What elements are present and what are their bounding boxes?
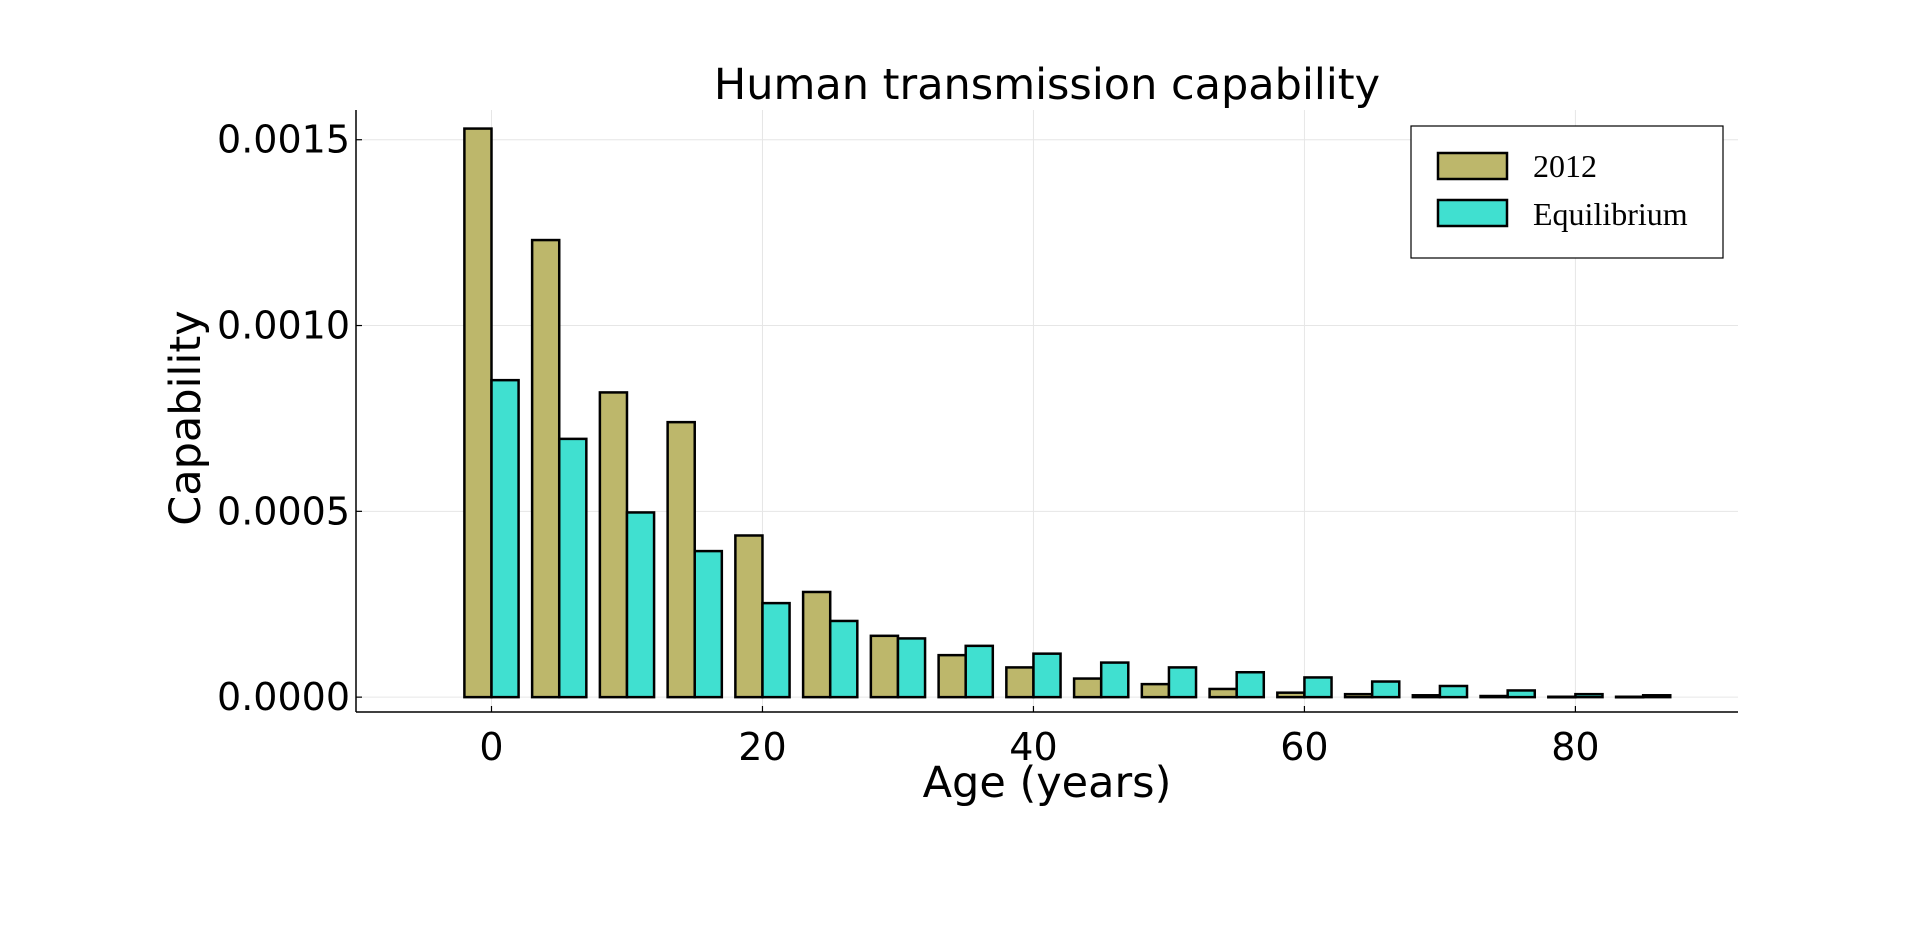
- bar-equilibrium: [1641, 694, 1672, 699]
- bars: [463, 127, 1672, 699]
- bar-equilibrium: [490, 378, 520, 699]
- bar-2012: [666, 420, 696, 699]
- y-tick-label: 0.0005: [217, 489, 350, 533]
- bar-2012: [1140, 682, 1171, 699]
- legend-box: [1410, 125, 1724, 259]
- bar-equilibrium: [1303, 676, 1333, 699]
- bar-equilibrium: [964, 644, 995, 699]
- x-tick-labels: 0 20 40 60 80: [479, 725, 1599, 769]
- bar-2012: [598, 391, 629, 699]
- x-tick-label: 20: [738, 725, 786, 769]
- bar-equilibrium: [1032, 652, 1062, 699]
- bar-equilibrium: [1574, 692, 1604, 699]
- x-tick-label: 0: [479, 725, 503, 769]
- bar-2012: [1479, 694, 1509, 699]
- bar-equilibrium: [761, 601, 791, 699]
- x-tick-label: 40: [1009, 725, 1057, 769]
- bar-2012: [1208, 687, 1238, 699]
- bar-2012: [1072, 677, 1103, 699]
- y-tick-label: 0.0000: [217, 675, 350, 719]
- bar-2012: [1005, 666, 1035, 699]
- bar-2012: [937, 653, 967, 699]
- bar-2012: [1547, 695, 1577, 699]
- bar-equilibrium: [1506, 689, 1537, 699]
- bar-equilibrium: [1167, 666, 1198, 699]
- bar-equilibrium: [828, 619, 859, 699]
- bar-equilibrium: [1235, 670, 1266, 699]
- bar-equilibrium: [625, 511, 656, 699]
- bar-2012: [801, 590, 832, 699]
- bar-equilibrium: [1370, 680, 1401, 699]
- axes: [355, 110, 1738, 713]
- legend-label-2012: 2012: [1533, 148, 1597, 184]
- bar-2012: [1411, 694, 1442, 699]
- bar-2012: [463, 127, 493, 699]
- bar-2012: [1614, 695, 1645, 699]
- bar-2012: [530, 238, 561, 699]
- bar-2012: [1343, 692, 1374, 699]
- y-tick-labels: 0.0000 0.0005 0.0010 0.0015: [217, 118, 350, 719]
- bar-2012: [869, 634, 900, 699]
- x-tick-label: 60: [1280, 725, 1328, 769]
- bar-equilibrium: [693, 549, 724, 699]
- legend-swatch-2012: [1436, 151, 1509, 181]
- y-tick-label: 0.0015: [217, 118, 350, 162]
- bar-2012: [1276, 691, 1306, 699]
- bar-equilibrium: [1099, 661, 1130, 699]
- legend-swatch-equilibrium: [1436, 198, 1509, 228]
- bar-2012: [734, 534, 764, 699]
- legend-label-equilibrium: Equilibrium: [1533, 196, 1688, 232]
- bar-equilibrium: [557, 437, 588, 699]
- chart-title: Human transmission capability: [714, 60, 1380, 110]
- y-axis-label: Capability: [161, 310, 211, 525]
- bar-equilibrium: [1438, 684, 1469, 699]
- x-tick-label: 80: [1551, 725, 1599, 769]
- x-axis-label: Age (years): [923, 758, 1172, 808]
- bar-equilibrium: [896, 637, 927, 699]
- y-tick-label: 0.0010: [217, 304, 350, 348]
- legend: 2012 Equilibrium: [1410, 125, 1724, 259]
